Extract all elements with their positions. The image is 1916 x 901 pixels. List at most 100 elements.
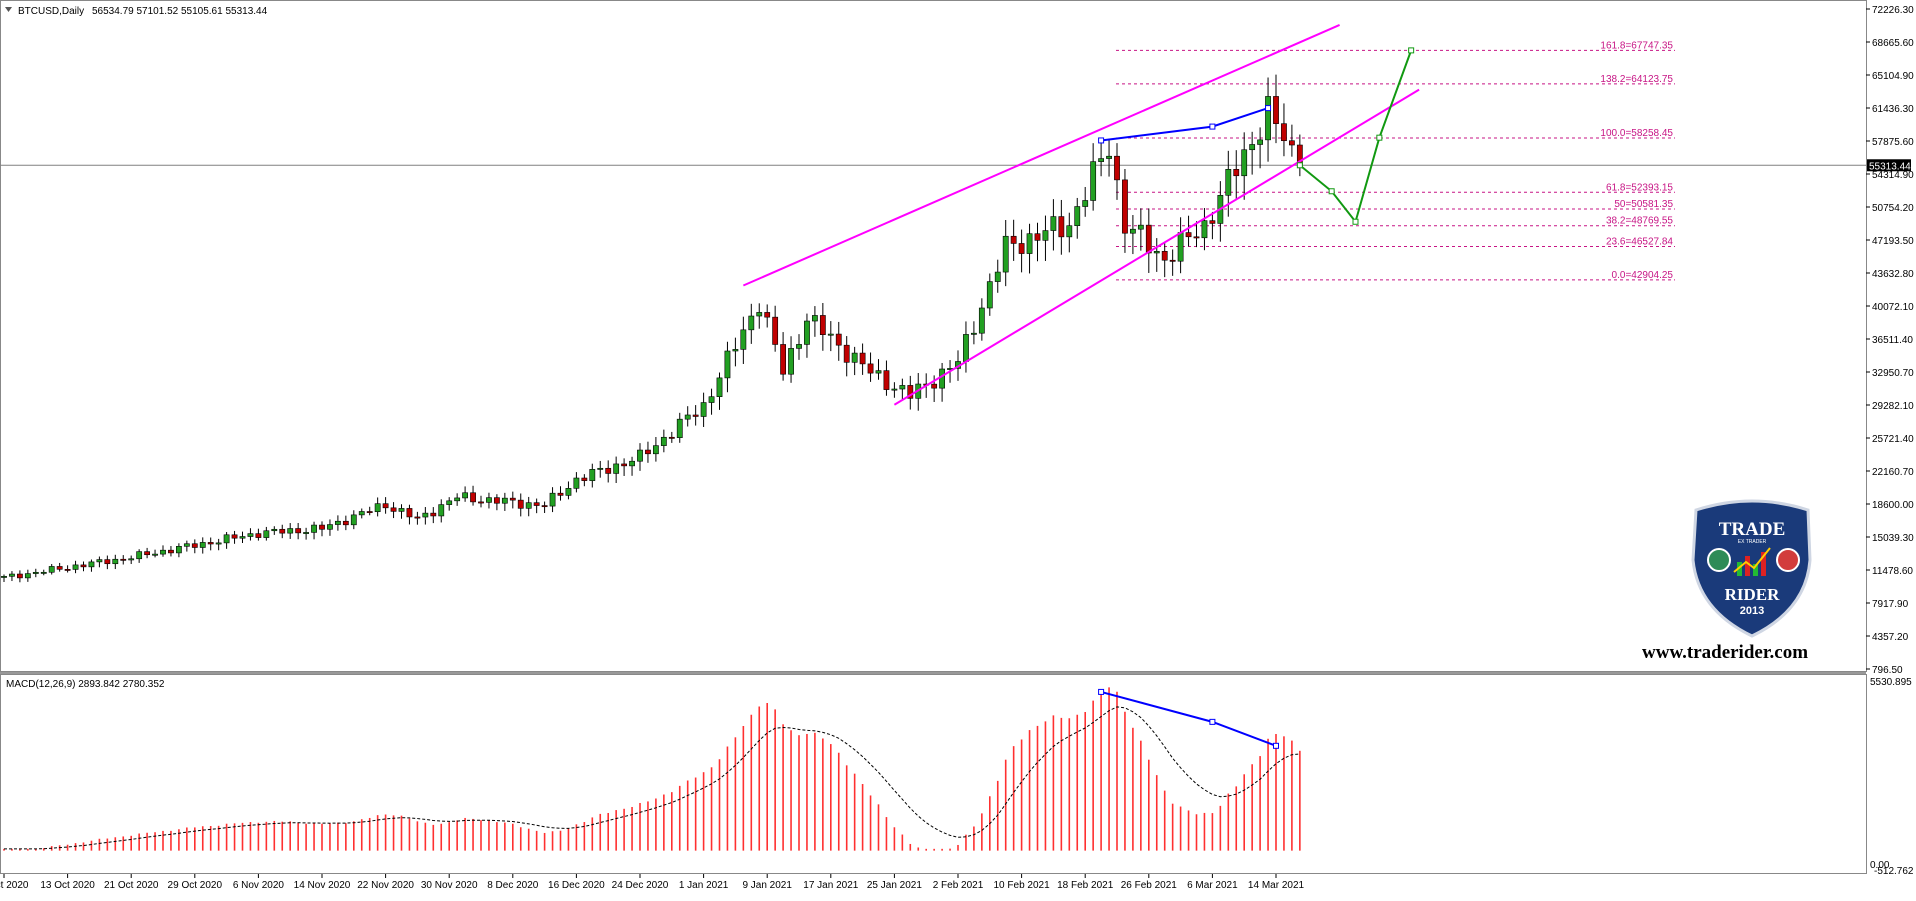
- candle-body: [1002, 235, 1009, 273]
- candle-body: [1289, 140, 1295, 146]
- date-axis-label: 14 Nov 2020: [294, 880, 351, 891]
- date-axis-label: 10 Feb 2021: [994, 880, 1051, 891]
- candle-body: [700, 402, 707, 417]
- candle-body: [358, 511, 365, 516]
- candle-body: [120, 558, 127, 561]
- candle-body: [1137, 224, 1144, 230]
- candle-body: [565, 488, 572, 496]
- date-axis-label: 2 Feb 2021: [933, 880, 984, 891]
- macd-signal-line: [4, 706, 1300, 850]
- chart-header-symbol: BTCUSD,Daily: [18, 6, 84, 17]
- candle-body: [1249, 144, 1256, 151]
- candle-body: [96, 559, 103, 563]
- header-dropdown-icon[interactable]: [5, 7, 12, 12]
- candle-body: [287, 528, 294, 534]
- candle-body: [573, 477, 580, 489]
- candle-body: [517, 499, 524, 509]
- candle-body: [112, 558, 119, 565]
- candle-body: [16, 573, 23, 579]
- candle-body: [1201, 220, 1208, 239]
- candle-body: [239, 536, 246, 539]
- logo-small: EX TRADER: [1738, 539, 1767, 545]
- candle-body: [486, 497, 492, 503]
- website-text[interactable]: www.traderider.com: [1642, 642, 1809, 663]
- candle-body: [1177, 232, 1184, 262]
- price-axis-label: 7917.90: [1872, 599, 1909, 610]
- candle-body: [772, 316, 779, 345]
- macd-axis: 5530.895 0.00 -512.762: [1870, 677, 1914, 877]
- date-axis-label: 14 Mar 2021: [1248, 880, 1305, 891]
- candle-body: [899, 385, 906, 390]
- candle-body: [478, 501, 484, 504]
- date-axis-label: 30 Nov 2020: [421, 880, 478, 891]
- candle-body: [891, 388, 898, 391]
- candle-body: [1090, 161, 1097, 201]
- price-axis-label: 40072.10: [1872, 302, 1914, 313]
- date-axis-label: 1 Jan 2021: [679, 880, 729, 891]
- candle-body: [525, 502, 532, 509]
- candle-body: [462, 492, 468, 499]
- candle-body: [629, 460, 635, 467]
- candle-body: [811, 315, 818, 322]
- macd-divergence-point: [1098, 688, 1105, 695]
- candle-body: [788, 348, 794, 375]
- macd-divergence-point: [1273, 742, 1279, 749]
- candle-body: [207, 542, 214, 545]
- candle-body: [1074, 206, 1081, 226]
- mini-chart-icon: [1733, 547, 1771, 576]
- date-axis: 5 Oct 2020 13 Oct 2020 21 Oct 2020 29 Oct 2…: [0, 874, 1305, 891]
- macd-axis-bottom: -512.762: [1874, 866, 1914, 877]
- candle-body: [1082, 200, 1089, 207]
- date-axis-label: 17 Jan 2021: [803, 880, 858, 891]
- candle-body: [970, 332, 977, 335]
- candle-body: [883, 370, 890, 390]
- candle-body: [1066, 225, 1073, 238]
- candle-body: [128, 558, 135, 561]
- candle-body: [88, 561, 95, 568]
- candle-body: [64, 569, 71, 571]
- candle-body: [740, 329, 747, 350]
- date-axis-label: 25 Jan 2021: [867, 880, 922, 891]
- price-axis-label: 22160.70: [1872, 467, 1914, 478]
- logo-title: TRADE: [1719, 519, 1786, 540]
- projection-path-point: [1408, 47, 1415, 54]
- date-axis-label: 5 Oct 2020: [0, 880, 29, 891]
- candle-body: [986, 281, 993, 309]
- bear-icon: [1776, 548, 1800, 572]
- price-divergence-line-point: [1098, 137, 1105, 144]
- candle-body: [247, 533, 254, 537]
- logo-rider: RIDER: [1725, 585, 1781, 604]
- candle-body: [32, 571, 39, 574]
- candle-body: [851, 352, 858, 363]
- candle-body: [1130, 228, 1136, 234]
- current-price-tag: 55313.44: [1867, 159, 1911, 172]
- candle-body: [311, 524, 317, 533]
- bull-icon: [1707, 548, 1731, 572]
- price-axis-label: 796.50: [1872, 665, 1903, 676]
- candle-body: [1018, 243, 1025, 254]
- price-axis-label: 54314.90: [1872, 170, 1914, 181]
- price-axis-label: 50754.20: [1872, 203, 1914, 214]
- candle-body: [1281, 123, 1287, 142]
- price-axis-label: 25721.40: [1872, 434, 1914, 445]
- candle-body: [1058, 216, 1065, 238]
- candle-body: [708, 396, 715, 403]
- candle-body: [994, 271, 1001, 282]
- candle-body: [9, 573, 15, 577]
- candle-body: [668, 436, 675, 439]
- candle-body: [804, 320, 810, 345]
- candle-body: [541, 505, 548, 508]
- candle-body: [1098, 158, 1104, 162]
- date-axis-label: 6 Nov 2020: [233, 880, 285, 891]
- candle-body: [724, 350, 731, 379]
- candle-body: [255, 533, 262, 538]
- price-axis-label: 68665.60: [1872, 38, 1914, 49]
- candle-body: [1145, 224, 1152, 254]
- candle-body: [867, 363, 874, 374]
- candle-body: [589, 469, 596, 481]
- candle-body: [756, 312, 763, 317]
- price-axis-label: 29282.10: [1872, 401, 1914, 412]
- chart-header-ohlc: 56534.79 57101.52 55105.61 55313.44: [92, 6, 268, 17]
- fib-level-label: 138.2=64123.75: [1600, 74, 1673, 85]
